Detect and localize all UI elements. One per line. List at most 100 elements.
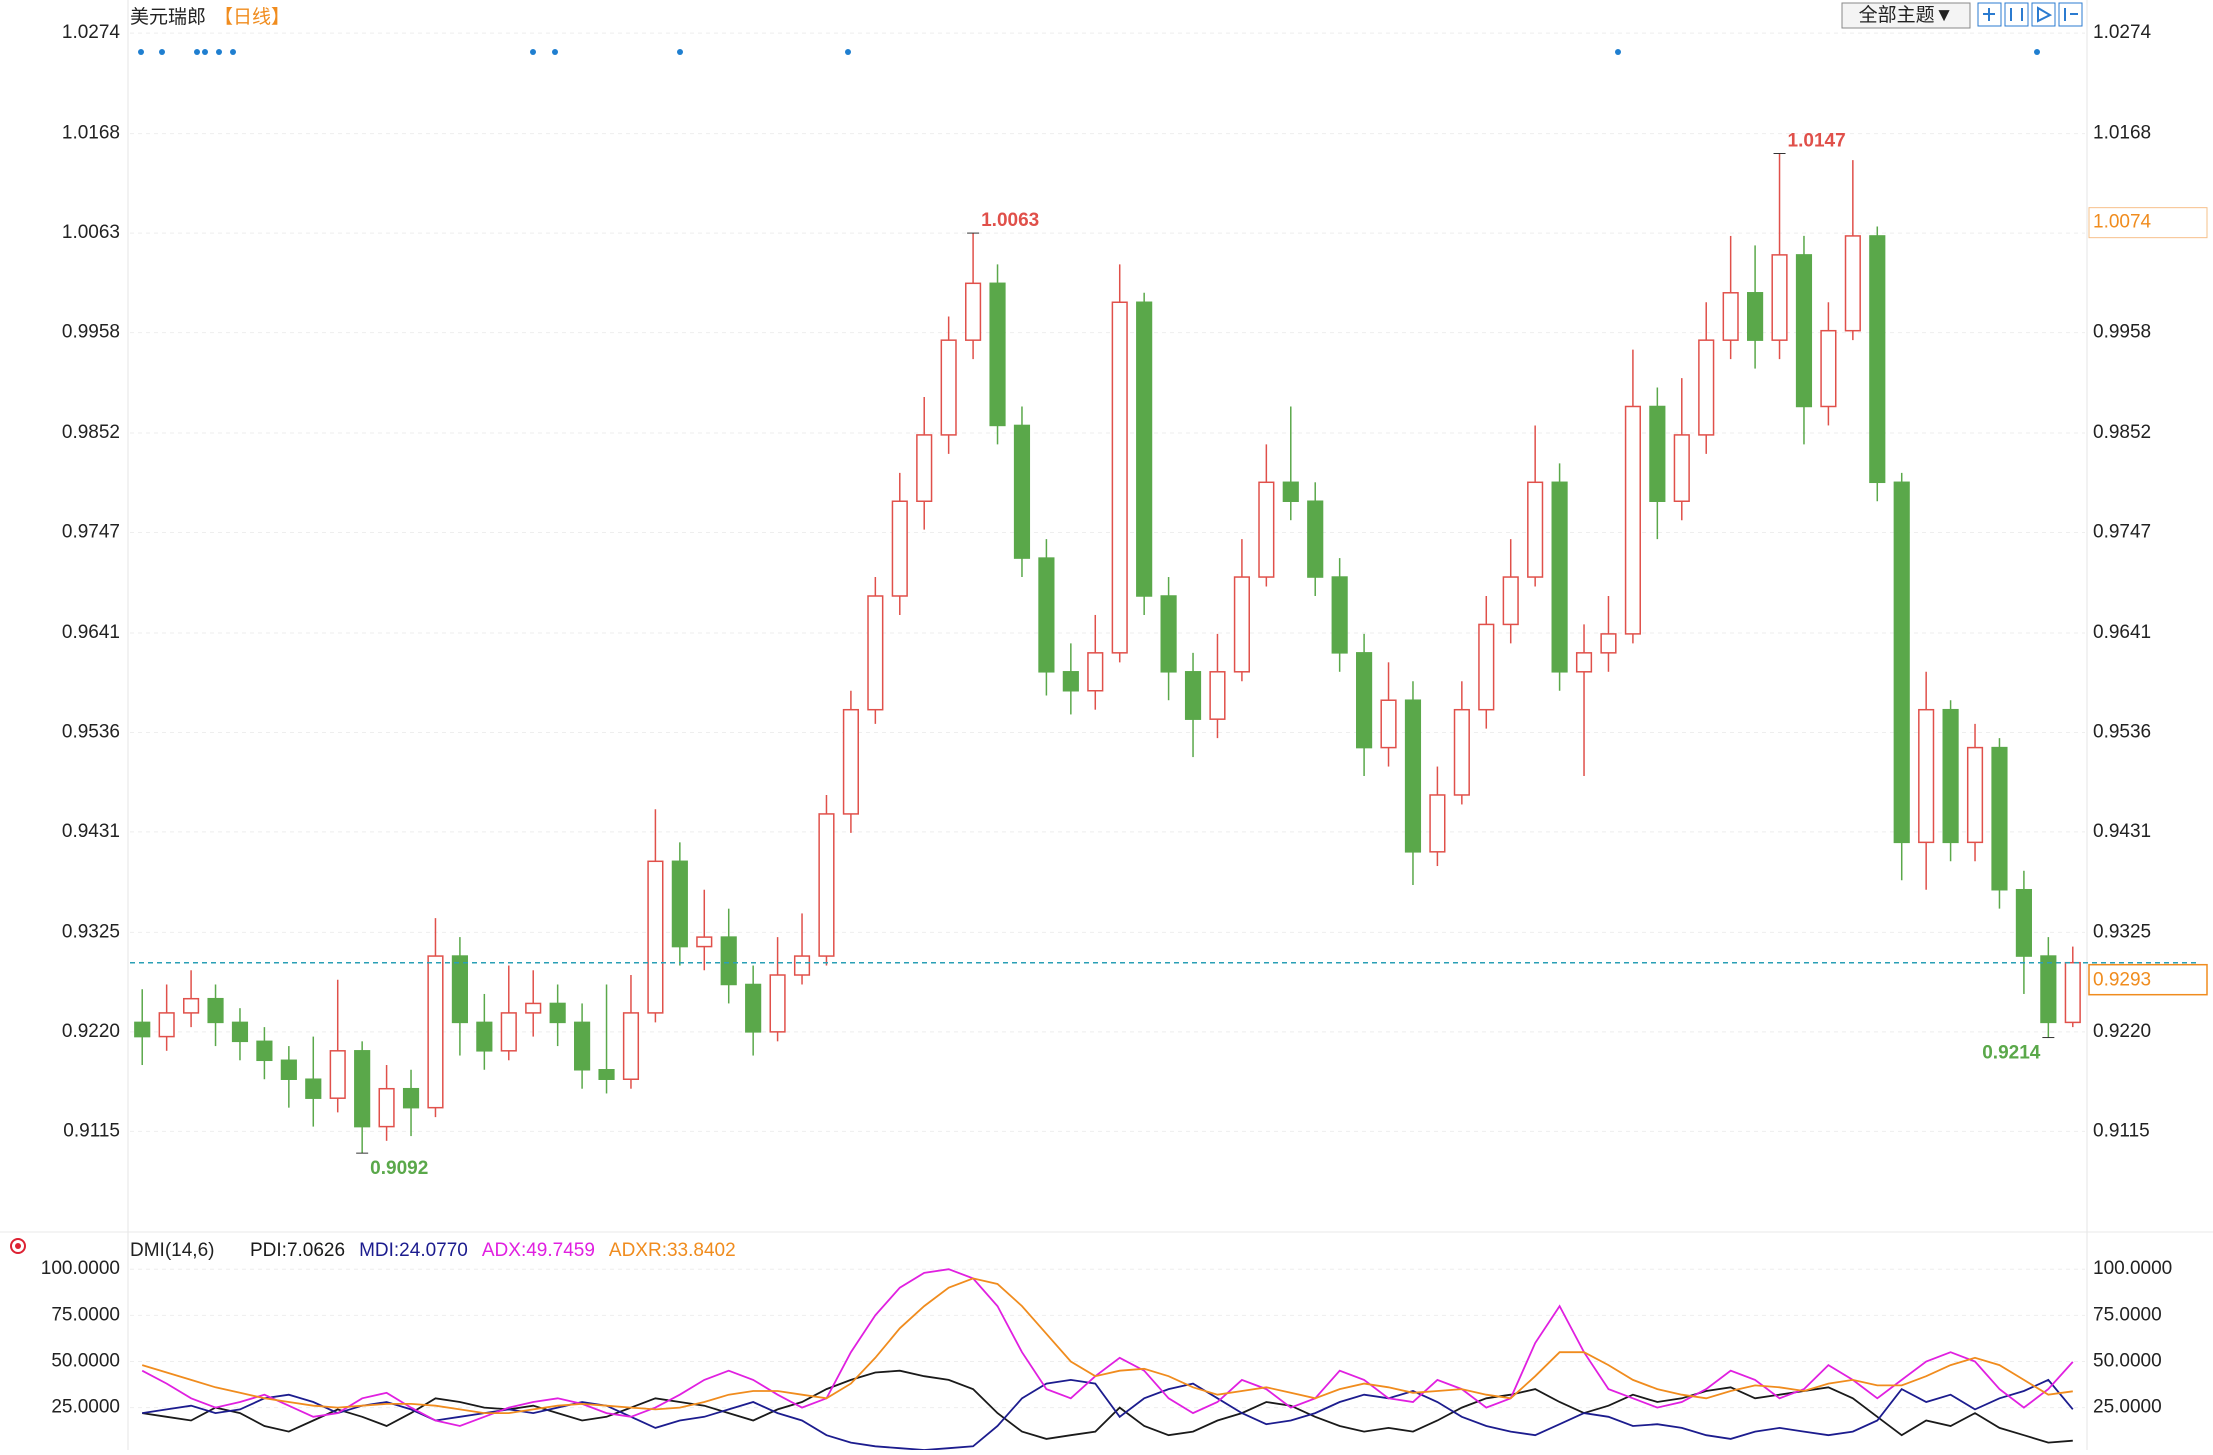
- candle-body: [1575, 652, 1593, 673]
- y-tick-label-right: 1.0274: [2093, 22, 2152, 43]
- candle-body: [1136, 301, 1153, 597]
- candle-body: [867, 595, 884, 711]
- event-dot[interactable]: [677, 49, 683, 55]
- candle-body: [1184, 671, 1202, 720]
- indicator-line: [142, 1369, 2073, 1444]
- candle-body: [500, 1012, 517, 1052]
- candle-body: [818, 813, 835, 957]
- y-tick-label: 0.9852: [62, 422, 120, 443]
- settings-icon-dot: [15, 1243, 21, 1249]
- event-dot[interactable]: [194, 49, 200, 55]
- candle-body: [745, 983, 762, 1033]
- y-tick-label-right: 100.0000: [2093, 1258, 2172, 1279]
- event-dot[interactable]: [530, 49, 536, 55]
- candle-body: [720, 936, 737, 986]
- candle-body: [1600, 633, 1617, 654]
- candle-body: [1869, 235, 1886, 484]
- y-tick-label: 0.9325: [62, 921, 120, 942]
- candle-body: [1356, 652, 1373, 749]
- candle-body: [1331, 576, 1348, 654]
- event-dot[interactable]: [216, 49, 222, 55]
- candle-body: [1453, 708, 1470, 796]
- candle-body: [1062, 671, 1079, 692]
- candle-body: [378, 1087, 395, 1128]
- candle-body: [1673, 434, 1690, 502]
- indicator-line: [141, 1277, 2073, 1414]
- event-dot[interactable]: [202, 49, 208, 55]
- y-tick-label: 1.0063: [62, 222, 120, 243]
- candle-body: [2064, 961, 2081, 1024]
- toolbar: 全部主题▼: [1841, 2, 2083, 29]
- event-dot[interactable]: [552, 49, 558, 55]
- y-tick-label-right: 1.0168: [2093, 123, 2151, 144]
- candle-body: [696, 936, 713, 948]
- candle-body: [329, 1050, 346, 1099]
- candle-body: [940, 339, 957, 436]
- low-label: 0.9092: [370, 1158, 428, 1179]
- candle-body: [476, 1021, 493, 1052]
- tool-icon[interactable]: [2031, 2, 2056, 27]
- tool-icon[interactable]: [2004, 2, 2029, 27]
- candle-body: [1478, 623, 1495, 711]
- event-dot[interactable]: [230, 49, 236, 55]
- y-tick-label: 50.0000: [51, 1350, 120, 1371]
- candle-body: [842, 708, 859, 815]
- candle-body: [1527, 481, 1544, 578]
- candle-body: [1404, 699, 1422, 853]
- candle-body: [1013, 424, 1031, 559]
- candle-body: [891, 500, 908, 597]
- legend-entry: MDI:24.0770: [359, 1240, 468, 1261]
- y-tick-label: 0.9747: [62, 522, 120, 543]
- event-dot[interactable]: [138, 49, 144, 55]
- y-tick-label: 0.9641: [62, 622, 120, 643]
- candle-body: [1649, 405, 1666, 502]
- legend-entry: ADX:49.7459: [482, 1240, 595, 1261]
- candle-body: [769, 974, 786, 1033]
- candle-body: [280, 1059, 297, 1080]
- candle-body: [402, 1087, 420, 1109]
- y-tick-label-right: 0.9325: [2093, 921, 2151, 942]
- candle-body: [549, 1002, 566, 1024]
- candle-body: [989, 282, 1006, 427]
- event-dot[interactable]: [2034, 49, 2040, 55]
- y-tick-label-right: 0.9958: [2093, 322, 2151, 343]
- y-tick-label: 100.0000: [41, 1258, 120, 1279]
- event-dot[interactable]: [159, 49, 165, 55]
- candle-body: [256, 1040, 273, 1062]
- y-tick-label-right: 0.9431: [2093, 821, 2151, 842]
- y-tick-label: 25.0000: [51, 1397, 120, 1418]
- y-tick-label-right: 0.9641: [2093, 622, 2151, 643]
- candle-body: [965, 282, 982, 341]
- legend-entry: ADXR:33.8402: [609, 1240, 736, 1261]
- theme-button[interactable]: [1841, 2, 1971, 29]
- theme-button-label[interactable]: 全部主题▼: [1859, 4, 1954, 26]
- candle-body: [134, 1021, 151, 1038]
- candle-body: [1551, 481, 1568, 673]
- candle-body: [1966, 746, 1984, 844]
- candle-body: [1747, 292, 1764, 341]
- event-dot[interactable]: [845, 49, 851, 55]
- chart-subtitle: 【日线】: [214, 6, 290, 28]
- candle-body: [671, 860, 688, 948]
- y-tick-label-right: 0.9536: [2093, 721, 2151, 742]
- candle-body: [1624, 405, 1641, 635]
- y-tick-label-right: 0.9220: [2093, 1021, 2151, 1042]
- candle-body: [1771, 254, 1788, 341]
- candle-body: [525, 1002, 542, 1014]
- candle-body: [1722, 292, 1739, 341]
- y-tick-label: 0.9536: [62, 721, 120, 742]
- candle-body: [1160, 595, 1177, 673]
- y-tick-label: 0.9431: [62, 821, 120, 842]
- candle-body: [622, 1012, 640, 1080]
- event-dot[interactable]: [1615, 49, 1621, 55]
- candle-body: [793, 955, 811, 976]
- candle-body: [1820, 329, 1837, 408]
- candle-body: [598, 1069, 615, 1080]
- candle-body: [207, 997, 224, 1024]
- settings-icon[interactable]: [10, 1238, 26, 1254]
- event-markers: [138, 49, 2040, 55]
- legend-entry: PDI:7.0626: [250, 1240, 345, 1261]
